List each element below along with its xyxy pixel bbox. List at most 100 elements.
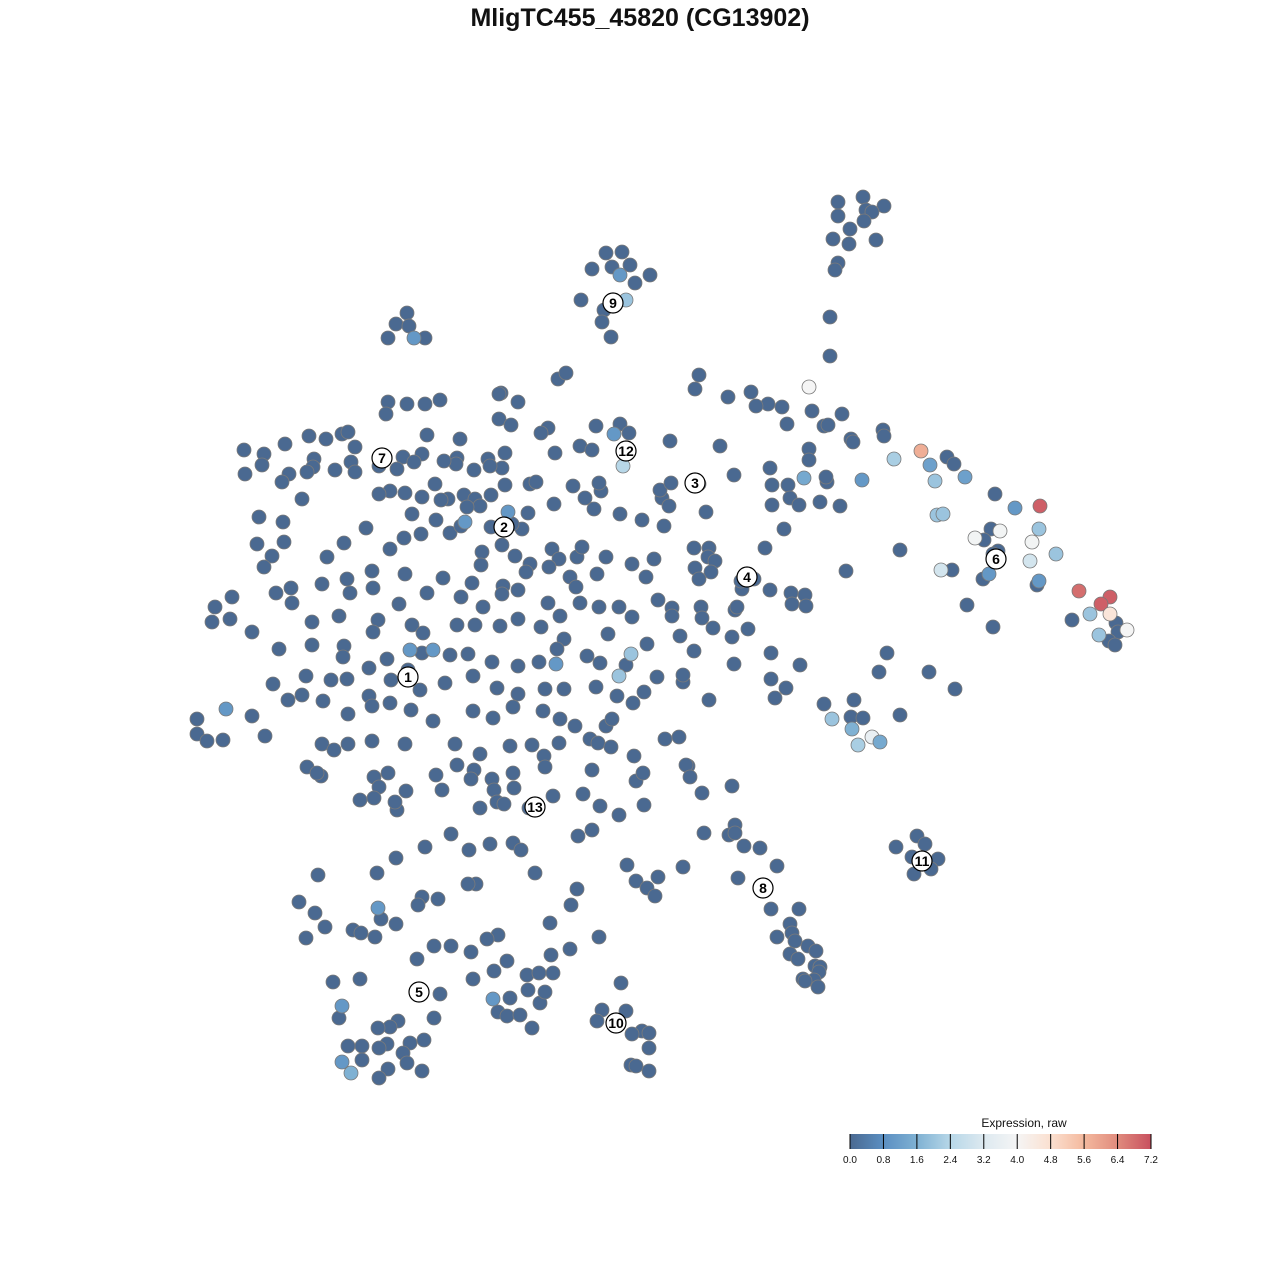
- cluster-label-circle: [736, 566, 758, 588]
- data-point: [399, 396, 415, 412]
- data-point: [565, 478, 581, 494]
- data-point: [726, 656, 742, 672]
- cluster-label-circle: [605, 1012, 627, 1034]
- data-point: [533, 425, 549, 441]
- data-point: [257, 728, 273, 744]
- data-point: [528, 474, 544, 490]
- data-point: [427, 476, 443, 492]
- data-point: [479, 931, 495, 947]
- data-point: [347, 464, 363, 480]
- data-point: [379, 651, 395, 667]
- data-point: [492, 618, 508, 634]
- data-point: [743, 384, 759, 400]
- data-point: [776, 521, 792, 537]
- data-point: [507, 548, 523, 564]
- cluster-label-circle: [493, 516, 515, 538]
- data-point: [769, 858, 785, 874]
- data-point: [364, 563, 380, 579]
- cluster-label-2: 2: [493, 516, 515, 538]
- data-point: [917, 836, 933, 852]
- data-point: [549, 641, 565, 657]
- data-point: [691, 367, 707, 383]
- data-point: [410, 897, 426, 913]
- cluster-label-text: 3: [691, 475, 699, 491]
- data-point: [634, 512, 650, 528]
- cluster-label-8: 8: [752, 877, 774, 899]
- data-point: [510, 686, 526, 702]
- data-point: [545, 788, 561, 804]
- data-point: [215, 732, 231, 748]
- data-point: [545, 965, 561, 981]
- data-point: [628, 1058, 644, 1074]
- data-point: [491, 411, 507, 427]
- data-point: [334, 998, 350, 1014]
- data-point: [584, 261, 600, 277]
- data-point: [650, 869, 666, 885]
- data-point: [922, 457, 938, 473]
- data-point: [992, 523, 1008, 539]
- data-point: [535, 703, 551, 719]
- data-point: [465, 668, 481, 684]
- data-point: [370, 900, 386, 916]
- data-point: [636, 797, 652, 813]
- data-point: [447, 736, 463, 752]
- data-point: [841, 236, 857, 252]
- data-point: [310, 867, 326, 883]
- data-point: [309, 765, 325, 781]
- data-point: [846, 692, 862, 708]
- data-point: [284, 595, 300, 611]
- data-point: [380, 330, 396, 346]
- data-point: [892, 542, 908, 558]
- data-point: [686, 540, 702, 556]
- data-point: [339, 671, 355, 687]
- cluster-label-7: 7: [371, 447, 393, 469]
- data-point: [639, 636, 655, 652]
- legend-tick-label: 2.4: [943, 1155, 957, 1166]
- data-point: [935, 506, 951, 522]
- data-point: [406, 454, 422, 470]
- cluster-label-circle: [397, 666, 419, 688]
- data-point: [588, 418, 604, 434]
- data-point: [340, 424, 356, 440]
- data-point: [868, 232, 884, 248]
- data-point: [537, 759, 553, 775]
- data-point: [832, 498, 848, 514]
- data-point: [613, 975, 629, 991]
- data-point: [467, 617, 483, 633]
- data-point: [879, 645, 895, 661]
- data-point: [334, 1054, 350, 1070]
- data-point: [624, 1026, 640, 1042]
- data-point: [844, 721, 860, 737]
- data-point: [569, 881, 585, 897]
- data-point: [556, 681, 572, 697]
- data-point: [779, 416, 795, 432]
- points-layer: [189, 189, 1135, 1086]
- data-point: [484, 654, 500, 670]
- data-point: [524, 1020, 540, 1036]
- data-point: [409, 951, 425, 967]
- data-point: [416, 1032, 432, 1048]
- cluster-label-1: 1: [397, 666, 419, 688]
- data-point: [1031, 573, 1047, 589]
- data-point: [388, 316, 404, 332]
- cluster-label-circle: [911, 850, 933, 872]
- cluster-label-text: 2: [500, 519, 508, 535]
- data-point: [542, 915, 558, 931]
- data-point: [189, 711, 205, 727]
- data-point: [871, 664, 887, 680]
- data-point: [598, 549, 614, 565]
- data-point: [336, 535, 352, 551]
- data-point: [622, 257, 638, 273]
- data-point: [589, 566, 605, 582]
- data-point: [1032, 498, 1048, 514]
- data-point: [827, 262, 843, 278]
- data-point: [591, 599, 607, 615]
- cluster-label-text: 12: [618, 443, 634, 459]
- cluster-label-text: 10: [608, 1015, 624, 1031]
- cluster-label-12: 12: [615, 440, 637, 462]
- data-point: [222, 611, 238, 627]
- cluster-label-10: 10: [605, 1012, 627, 1034]
- legend-tick-label: 0.8: [876, 1155, 890, 1166]
- data-point: [752, 840, 768, 856]
